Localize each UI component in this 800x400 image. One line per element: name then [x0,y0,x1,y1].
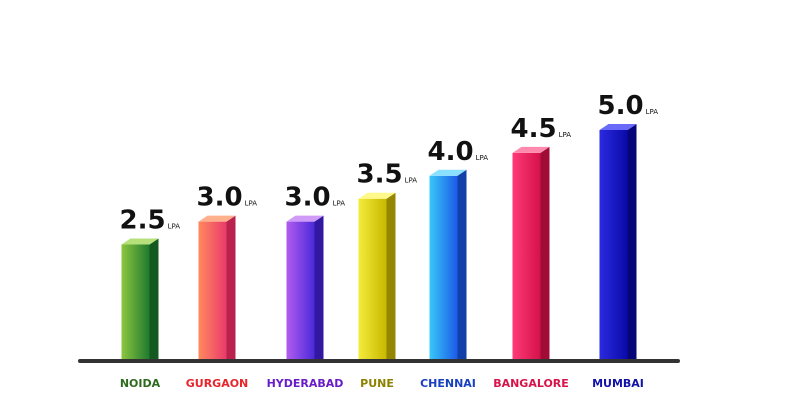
bar-noida-side [149,238,159,359]
category-label-gurgaon: GURGAON [186,377,249,390]
bar-mumbai-front [599,130,628,359]
unit-label-bangalore: LPA [559,131,572,139]
bar-chennai [429,169,467,359]
bar-gurgaon-top [198,215,236,222]
bar-gurgaon-side [226,215,236,359]
bar-pune-side [386,192,396,359]
bar-mumbai-side [627,124,637,359]
bar-bangalore-side [540,146,550,359]
value-label-bangalore: 4.5 [511,114,557,144]
bars-layer [121,124,637,359]
unit-label-gurgaon: LPA [245,200,258,208]
bar-hyderabad-top [286,215,324,222]
bar-bangalore-top [512,146,550,153]
bar-bangalore-front [512,152,541,359]
bar-hyderabad [286,215,324,359]
unit-label-mumbai: LPA [646,108,659,116]
value-label-noida: 2.5 [120,206,166,236]
bar-noida-front [121,244,150,359]
bar-hyderabad-side [314,215,324,359]
category-label-bangalore: BANGALORE [493,377,569,390]
unit-label-pune: LPA [405,177,418,185]
bar-gurgaon [198,215,236,359]
category-label-chennai: CHENNAI [420,377,476,390]
value-label-mumbai: 5.0 [598,91,644,121]
value-label-gurgaon: 3.0 [197,183,243,213]
bar-chennai-front [429,175,458,359]
value-label-chennai: 4.0 [428,137,474,167]
bar-noida [121,238,159,359]
bar-mumbai [599,124,637,359]
bar-pune-top [358,192,396,199]
bar-chennai-side [457,169,467,359]
bar-chennai-top [429,169,467,176]
bar-pune [358,192,396,359]
bar-gurgaon-front [198,221,227,359]
category-label-mumbai: MUMBAI [592,377,644,390]
bar-noida-top [121,238,159,245]
unit-label-chennai: LPA [476,154,489,162]
value-label-pune: 3.5 [357,160,403,190]
category-label-hyderabad: HYDERABAD [267,377,344,390]
category-labels-layer: NOIDA GURGAON HYDERABAD PUNE CHENNAI BANGALOR… [120,377,644,390]
bar-bangalore [512,146,550,359]
unit-label-noida: LPA [168,223,181,231]
category-label-noida: NOIDA [120,377,161,390]
bar-hyderabad-front [286,221,315,359]
unit-label-hyderabad: LPA [333,200,346,208]
value-label-hyderabad: 3.0 [285,183,331,213]
category-label-pune: PUNE [360,377,394,390]
bar-pune-front [358,198,387,359]
bar-mumbai-top [599,124,637,130]
